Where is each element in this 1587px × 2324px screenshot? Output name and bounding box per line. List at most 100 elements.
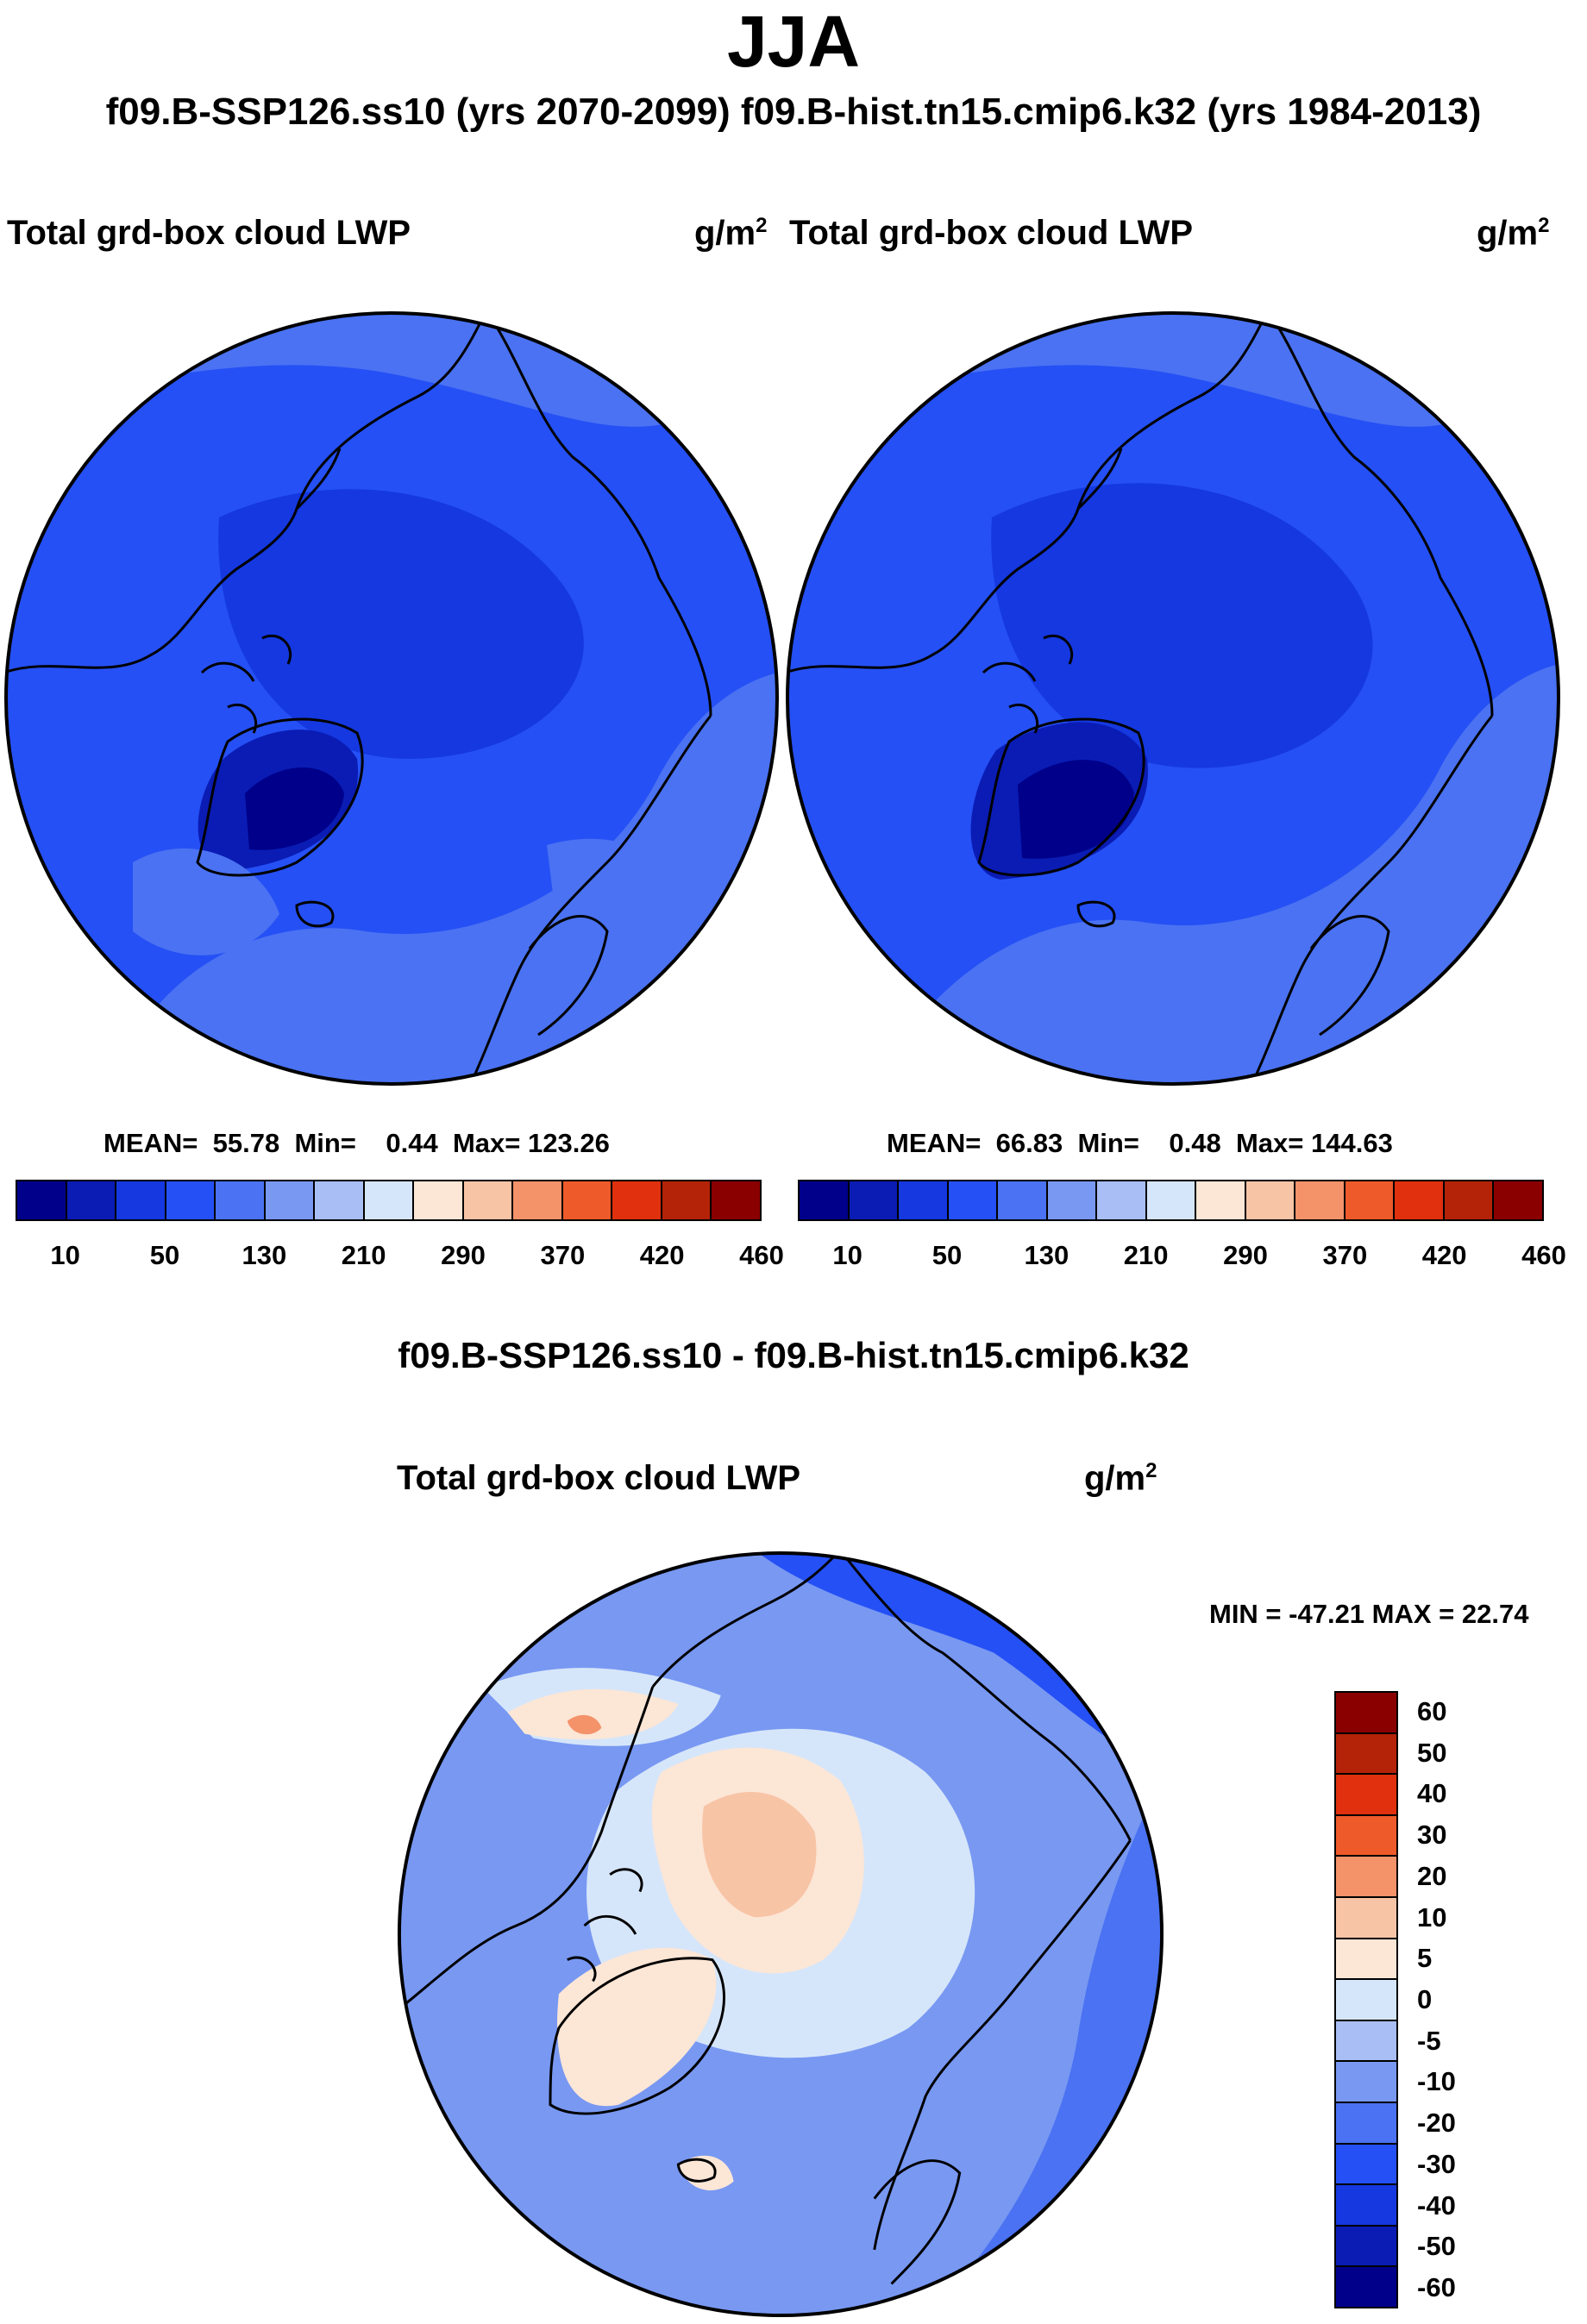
colorbar-tick-label: -10	[1417, 2066, 1456, 2097]
panel3-difference-map	[397, 1550, 1164, 2318]
colorbar-box	[800, 1181, 850, 1219]
map2-coast-alaska	[1076, 313, 1270, 510]
panel3-units: g/m2	[1084, 1459, 1157, 1498]
map3-field-positive-spot	[567, 1714, 602, 1735]
colorbar-box	[315, 1181, 365, 1219]
colorbar-box	[1336, 1815, 1396, 1857]
colorbar-box	[948, 1181, 999, 1219]
colorbar-tick-label: 60	[1417, 1695, 1447, 1726]
map1-coast-alaska	[295, 313, 488, 510]
colorbar-box	[998, 1181, 1048, 1219]
colorbar-box	[166, 1181, 216, 1219]
colorbar-tick-label: 50	[932, 1240, 963, 1270]
colorbar-tick-label: -30	[1417, 2148, 1456, 2179]
map2-coast-canada	[787, 448, 1123, 674]
colorbar-box	[1336, 2226, 1396, 2268]
map3-coast-alaska	[651, 1552, 842, 1688]
colorbar-tick-label: 370	[540, 1240, 586, 1270]
colorbar-tick-label: 30	[1417, 1820, 1447, 1851]
colorbar-box	[712, 1181, 760, 1219]
colorbar-box	[1336, 2144, 1396, 2186]
map2-coast-siberia	[1266, 313, 1494, 717]
colorbar-tick-label: 460	[1521, 1240, 1566, 1270]
colorbar-tick-label: -50	[1417, 2231, 1456, 2262]
map3-coast-canada	[398, 1686, 655, 2013]
map2-coast-greenland	[977, 717, 1145, 877]
colorbar-tick-label: 10	[50, 1240, 80, 1270]
panel1-units: g/m2	[694, 214, 768, 253]
colorbar-tick-label: 0	[1417, 1984, 1433, 2014]
colorbar-box	[1097, 1181, 1147, 1219]
colorbar-box	[1395, 1181, 1445, 1219]
colorbar-box	[662, 1181, 712, 1219]
panel2-colorbar	[798, 1180, 1544, 1221]
map3-coast-siberia	[839, 1552, 1132, 1841]
colorbar-tick-label: 50	[149, 1240, 180, 1270]
colorbar-tick-label: 420	[639, 1240, 685, 1270]
panel3-title: Total grd-box cloud LWP	[397, 1459, 801, 1497]
map1-coast-islands	[200, 634, 292, 734]
map3-field-positive-10-20	[702, 1791, 817, 1918]
map1-field-arctic	[218, 489, 584, 759]
colorbar-tick-label: 210	[341, 1240, 386, 1270]
colorbar-box	[1336, 2062, 1396, 2103]
colorbar-box	[1336, 2102, 1396, 2145]
colorbar-tick-label: 10	[1417, 1901, 1447, 1932]
map3-field-positive-atlantic-small	[678, 2155, 734, 2191]
panel1-title: Total grd-box cloud LWP	[7, 214, 411, 252]
map3-coast-scandinavia	[873, 2159, 962, 2285]
panel3-colorbar	[1334, 1691, 1398, 2308]
colorbar-tick-label: 40	[1417, 1778, 1447, 1809]
map3-border	[397, 1550, 1164, 2318]
colorbar-box	[116, 1181, 166, 1219]
colorbar-box	[1336, 1980, 1396, 2021]
colorbar-box	[1047, 1181, 1098, 1219]
colorbar-box	[265, 1181, 316, 1219]
colorbar-box	[899, 1181, 949, 1219]
map1-coast-scandinavia	[528, 915, 609, 1037]
colorbar-box	[513, 1181, 563, 1219]
colorbar-box	[1336, 1857, 1396, 1898]
diff-case-title: f09.B-SSP126.ss10 - f09.B-hist.tn15.cmip…	[398, 1335, 1189, 1375]
colorbar-box	[1245, 1181, 1296, 1219]
panel1-colorbar	[16, 1180, 762, 1221]
colorbar-box	[1336, 1775, 1396, 1816]
map3-coast-iceland	[676, 2158, 717, 2183]
map3-coast-greenland	[549, 1957, 725, 2115]
colorbar-box	[1336, 2020, 1396, 2063]
colorbar-box	[1295, 1181, 1346, 1219]
map2-coast-scandinavia	[1309, 915, 1390, 1037]
map1-coast-europe	[467, 715, 712, 1084]
colorbar-box	[66, 1181, 117, 1219]
colorbar-box	[1336, 1939, 1396, 1981]
colorbar-box	[1336, 1897, 1396, 1939]
map1-field-greenland-min	[245, 767, 344, 850]
colorbar-box	[414, 1181, 464, 1219]
colorbar-tick-label: 370	[1322, 1240, 1368, 1270]
panel2-stats: MEAN= 66.83 Min= 0.48 Max= 144.63	[887, 1128, 1393, 1158]
map1-border	[4, 311, 779, 1086]
colorbar-tick-label: 460	[739, 1240, 784, 1270]
colorbar-box	[216, 1181, 266, 1219]
map1-coast-iceland	[295, 900, 335, 928]
colorbar-box	[1336, 1733, 1396, 1776]
colorbar-tick-label: 10	[832, 1240, 862, 1270]
colorbar-tick-label: -60	[1417, 2272, 1456, 2303]
map2-coast-islands	[982, 634, 1074, 734]
map3-coast-islands	[567, 1868, 643, 1983]
colorbar-box	[562, 1181, 613, 1219]
colorbar-box	[1444, 1181, 1495, 1219]
map2-border	[786, 311, 1560, 1086]
map2-coast-iceland	[1076, 900, 1116, 928]
map1-field-lighter-patch-siberia	[547, 838, 693, 947]
colorbar-box	[849, 1181, 900, 1219]
map1-coast-siberia	[485, 313, 712, 717]
map2-field-arctic	[991, 483, 1373, 768]
colorbar-box	[463, 1181, 514, 1219]
colorbar-box	[1146, 1181, 1197, 1219]
map2-field-greenland-min	[1018, 760, 1134, 859]
panel1-stats: MEAN= 55.78 Min= 0.44 Max= 123.26	[104, 1128, 610, 1158]
figure-season-title: JJA	[726, 1, 861, 82]
colorbar-tick-label: 130	[242, 1240, 287, 1270]
panel2-title: Total grd-box cloud LWP	[789, 214, 1194, 252]
